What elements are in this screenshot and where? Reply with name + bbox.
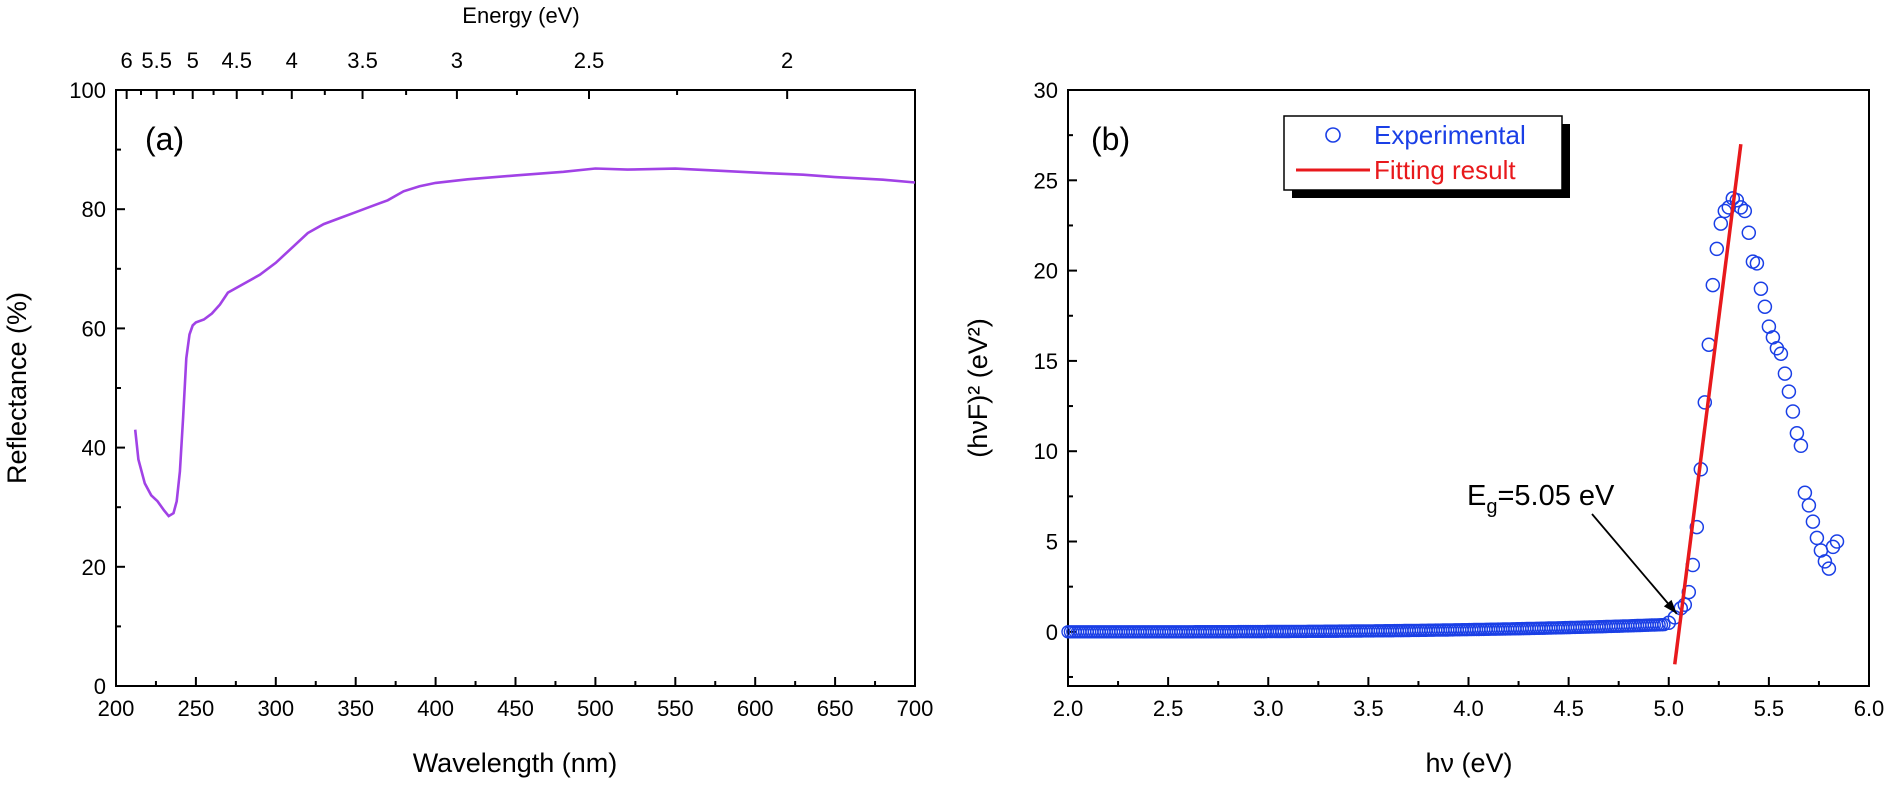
panel-b-y-axis-label: (hνF)² (eV²)	[963, 318, 993, 457]
panel-b-y-axis-label-text: (hνF)² (eV²)	[963, 318, 993, 457]
panel-b-y-tick-label: 20	[1034, 259, 1058, 284]
panel-a-top-tick-label: 5.5	[141, 48, 172, 73]
legend-experimental-marker	[1325, 127, 1341, 143]
panel-a-top-energy-ticks: 6 5.5 5 4.5 4 3.5 3 2.5 2	[121, 48, 793, 99]
panel-a-x-tick-label: 250	[178, 696, 215, 721]
panel-b-x-tick-label: 5.0	[1653, 696, 1684, 721]
panel-b-y-tick-label: 15	[1034, 349, 1058, 374]
experimental-point	[1817, 554, 1833, 569]
panel-a-top-tick-label: 6	[121, 48, 133, 73]
eg-annotation-arrow	[1591, 513, 1678, 615]
panel-a-top-tick-label: 5	[187, 48, 199, 73]
panel-b-y-tick-label: 30	[1034, 78, 1058, 103]
panel-a-x-tick-label: 700	[897, 696, 934, 721]
experimental-point	[1789, 425, 1805, 441]
eg-annotation: Eg=5.05 eV	[1467, 480, 1615, 518]
panel-b-x-tick-label: 4.5	[1553, 696, 1584, 721]
panel-b-y-ticks: 0 5 10 15 20 25 30	[1034, 78, 1077, 678]
panel-a-x-tick-label: 500	[577, 696, 614, 721]
experimental-point	[1749, 256, 1765, 271]
experimental-point	[1797, 485, 1813, 501]
experimental-point	[1705, 277, 1721, 293]
panel-a-label: (a)	[145, 121, 184, 157]
panel-a-top-tick-label: 3	[451, 48, 463, 73]
panel-a-chart: 200 250 300 350 400 450 500 550 600 650 700 0 20 40 6…	[2, 3, 933, 778]
panel-a-x-tick-label: 350	[337, 696, 374, 721]
experimental-point	[1709, 241, 1725, 257]
experimental-points	[1061, 191, 1845, 639]
experimental-point	[1689, 519, 1705, 535]
panel-a-x-tick-label: 550	[657, 696, 694, 721]
panel-b-x-axis-label: hν (eV)	[1425, 748, 1512, 778]
panel-a-x-tick-label: 450	[497, 696, 534, 721]
experimental-point	[1757, 299, 1773, 314]
panel-a-top-tick-label: 3.5	[347, 48, 378, 73]
panel-a-x-tick-label: 400	[417, 696, 454, 721]
panel-a-top-axis-label: Energy (eV)	[462, 3, 579, 28]
panel-b-x-tick-label: 3.5	[1353, 696, 1384, 721]
experimental-point	[1785, 404, 1801, 419]
panel-a-x-tick-label: 600	[737, 696, 774, 721]
panel-b-x-tick-label: 2.5	[1153, 696, 1184, 721]
panel-a-y-tick-label: 60	[82, 316, 106, 341]
panel-b-y-tick-label: 10	[1034, 439, 1058, 464]
experimental-point	[1753, 281, 1769, 296]
experimental-point	[1717, 203, 1733, 219]
panel-a-x-axis-label: Wavelength (nm)	[413, 748, 618, 778]
experimental-point	[1781, 384, 1797, 399]
panel-a-y-axis-label: Reflectance (%)	[2, 292, 32, 484]
panel-a-y-tick-label: 100	[69, 78, 106, 103]
experimental-point	[1793, 438, 1809, 454]
legend-experimental-label: Experimental	[1374, 120, 1526, 150]
panel-a-top-tick-label: 2	[781, 48, 793, 73]
panel-a-frame	[115, 89, 916, 687]
panel-a-top-tick-label: 2.5	[574, 48, 605, 73]
panel-b-label: (b)	[1091, 121, 1130, 157]
panel-a-top-tick-label: 4	[286, 48, 298, 73]
panel-a-y-ticks: 0 20 40 60 80 100	[69, 78, 125, 699]
panel-a-x-tick-label: 300	[257, 696, 294, 721]
experimental-point	[1829, 534, 1845, 549]
panel-a-y-tick-label: 40	[82, 436, 106, 461]
eg-annotation-main: E	[1467, 480, 1486, 512]
panel-b-y-tick-label: 25	[1034, 168, 1058, 193]
legend-fitting-label: Fitting result	[1374, 155, 1516, 185]
panel-a-x-ticks: 200 250 300 350 400 450 500 550 600 650 700	[98, 677, 934, 721]
experimental-point	[1721, 200, 1737, 215]
legend: Experimental Fitting result	[1283, 115, 1570, 198]
experimental-point	[1697, 395, 1713, 410]
experimental-point	[1737, 203, 1753, 219]
panel-a-x-tick-label: 650	[817, 696, 854, 721]
experimental-point	[1801, 498, 1817, 513]
panel-a-y-tick-label: 20	[82, 555, 106, 580]
eg-annotation-arrowhead	[1663, 599, 1677, 614]
reflectance-line	[133, 167, 916, 518]
experimental-point	[1741, 225, 1757, 240]
panel-b-chart: 2.0 2.5 3.0 3.5 4.0 4.5 5.0 5.5 6.0 0 5 10 15 20 25 30…	[963, 78, 1884, 778]
eg-annotation-sub: g	[1486, 496, 1497, 518]
panel-a-y-tick-label: 80	[82, 197, 106, 222]
experimental-point	[1773, 346, 1789, 361]
panel-b-x-tick-label: 5.5	[1754, 696, 1785, 721]
panel-b-x-tick-label: 3.0	[1253, 696, 1284, 721]
panel-b-x-tick-label: 4.0	[1453, 696, 1484, 721]
experimental-point	[1821, 561, 1837, 576]
panel-a-y-tick-label: 0	[94, 674, 106, 699]
experimental-point	[1777, 366, 1793, 381]
fitting-line	[1673, 143, 1743, 665]
panel-b-x-tick-label: 6.0	[1854, 696, 1885, 721]
experimental-point	[1713, 216, 1729, 231]
panel-a-x-tick-label: 200	[98, 696, 135, 721]
experimental-point	[1729, 192, 1745, 208]
panel-b-x-tick-label: 2.0	[1053, 696, 1084, 721]
eg-annotation-value: =5.05 eV	[1497, 480, 1615, 512]
panel-b-x-ticks: 2.0 2.5 3.0 3.5 4.0 4.5 5.0 5.5 6.0	[1053, 677, 1885, 721]
panel-b-y-tick-label: 0	[1046, 620, 1058, 645]
panel-a-top-tick-label: 4.5	[221, 48, 252, 73]
panel-b-y-tick-label: 5	[1046, 530, 1058, 555]
experimental-point	[1809, 530, 1825, 546]
experimental-point	[1805, 514, 1821, 529]
